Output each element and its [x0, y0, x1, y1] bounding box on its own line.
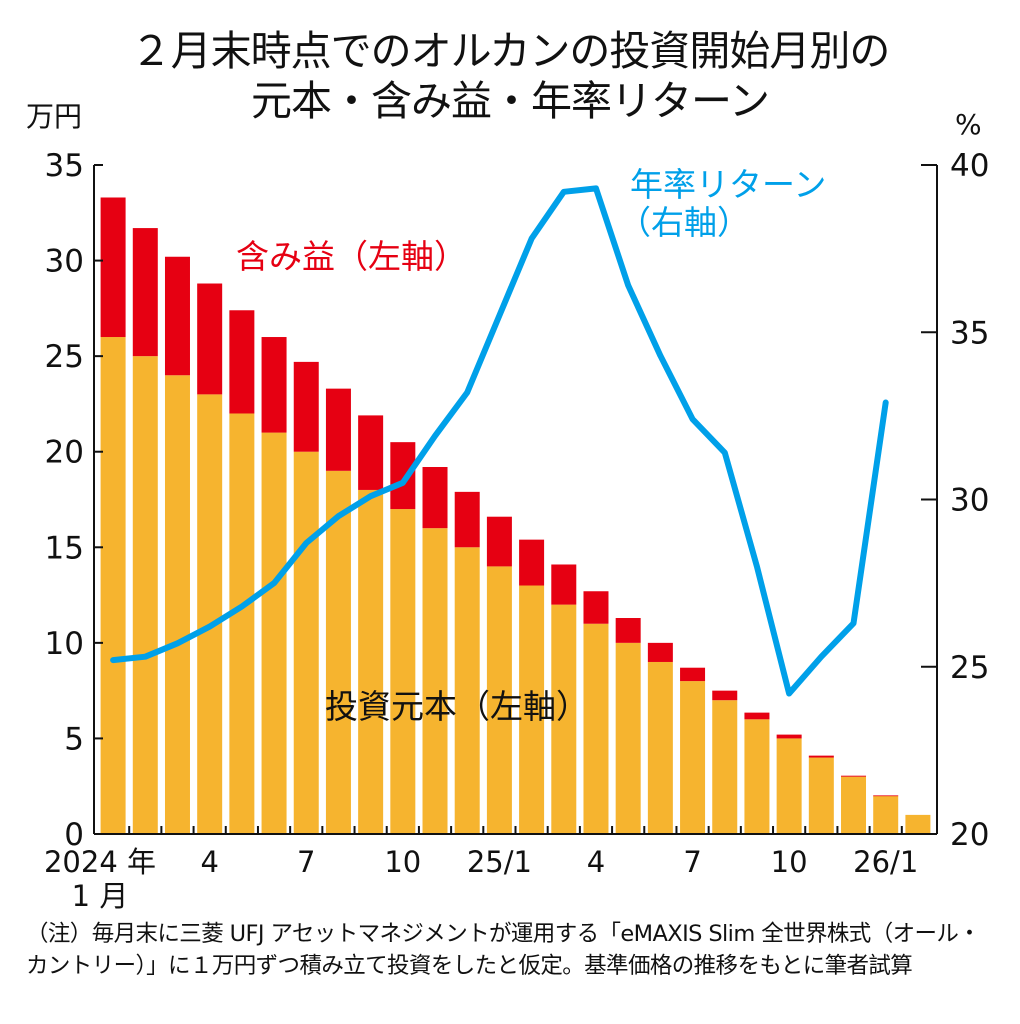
left-tick-label: 35 [45, 148, 84, 184]
principal-bar [422, 528, 448, 834]
footnote: （注）毎月末に三菱 UFJ アセットマネジメントが運用する「eMAXIS Sli… [26, 921, 981, 979]
x-tick-label: 4 [200, 845, 218, 879]
gain-bar [680, 667, 706, 682]
gain-bar [519, 539, 545, 586]
gain-bar [776, 734, 802, 739]
gain-bar [132, 228, 158, 357]
gain-bar [390, 442, 416, 510]
left-tick-label: 10 [45, 626, 84, 662]
principal-bar [325, 470, 351, 834]
gain-bar [712, 690, 738, 701]
x-tick-label: 10 [384, 845, 421, 879]
principal-bar [841, 776, 867, 834]
principal-bar [583, 623, 609, 834]
right-tick-label: 25 [950, 650, 989, 686]
x-tick-label: 2024 年 [44, 845, 156, 879]
gain-bar [358, 415, 384, 490]
gain-bar [197, 283, 223, 395]
axes [93, 164, 938, 835]
right-tick-label: 30 [950, 483, 989, 519]
right-tick-label: 35 [950, 315, 989, 351]
gain-bar [486, 516, 512, 567]
principal-bar [744, 719, 770, 834]
gain-bar [551, 564, 577, 605]
x-tick-label: 10 [771, 845, 808, 879]
return-annotation-line-1: 年率リターン [630, 165, 826, 204]
principal-bar [390, 509, 416, 834]
right-axis-unit: % [955, 108, 982, 141]
gain-bar [422, 467, 448, 529]
principal-bar [680, 681, 706, 834]
gain-bar [261, 337, 287, 433]
gain-bar [100, 197, 126, 338]
gain-annotation: 含み益（左軸） [236, 237, 467, 276]
principal-bar [197, 394, 223, 834]
x-tick-label: 26/1 [853, 845, 918, 879]
left-tick-label: 0 [64, 817, 84, 853]
gain-bar [615, 618, 641, 643]
gain-bar [293, 361, 319, 452]
bar-series [100, 197, 931, 834]
principal-bar [132, 356, 158, 834]
gain-bar [808, 755, 834, 758]
left-tick-label: 30 [45, 244, 84, 280]
principal-bar [229, 413, 255, 834]
x-tick-label: 4 [587, 845, 605, 879]
gain-bar [454, 491, 480, 548]
principal-bar [100, 337, 126, 834]
x-tick-label: 25/1 [467, 845, 532, 879]
principal-bar [293, 451, 319, 834]
gain-bar [229, 310, 255, 414]
principal-bar [873, 795, 899, 834]
left-tick-label: 15 [45, 530, 84, 566]
principal-bar [712, 700, 738, 834]
return-annotation-line-2: （右軸） [618, 203, 750, 242]
principal-bar [647, 661, 673, 834]
principal-bar [358, 489, 384, 834]
principal-bar [776, 738, 802, 834]
principal-bar [454, 547, 480, 834]
principal-bar [486, 566, 512, 834]
axis-labels: 0 5 10 15 20 25 30 35 20 25 30 35 40 2024 年1 月 4 7 10 25/… [44, 148, 989, 913]
principal-bar [615, 642, 641, 834]
principal-bar [551, 604, 577, 834]
x-tick-sublabel: 1 月 [72, 879, 129, 913]
principal-bar [261, 432, 287, 834]
left-tick-label: 20 [45, 435, 84, 471]
x-tick-label: 7 [683, 845, 701, 879]
chart-title-line-1: ２月末時点でのオルカンの投資開始月別の [130, 27, 891, 75]
gain-bar [873, 795, 899, 797]
left-axis-unit: 万円 [26, 100, 83, 133]
principal-annotation: 投資元本（左軸） [325, 687, 589, 726]
principal-bar [905, 814, 931, 834]
left-tick-label: 5 [64, 721, 84, 757]
principal-bar [808, 757, 834, 834]
gain-bar [325, 388, 351, 471]
gain-bar [647, 642, 673, 662]
principal-bar [164, 375, 190, 834]
gain-bar [841, 775, 867, 777]
right-tick-label: 40 [950, 148, 989, 184]
left-tick-label: 25 [45, 339, 84, 375]
right-tick-label: 20 [950, 817, 989, 853]
gain-bar [744, 712, 770, 720]
principal-bar [519, 585, 545, 834]
return-line-layer [110, 185, 889, 697]
chart-title-line-2: 元本・含み益・年率リターン [251, 77, 770, 125]
gain-bar [164, 256, 190, 376]
x-tick-label: 7 [297, 845, 315, 879]
gain-bar [583, 591, 609, 624]
